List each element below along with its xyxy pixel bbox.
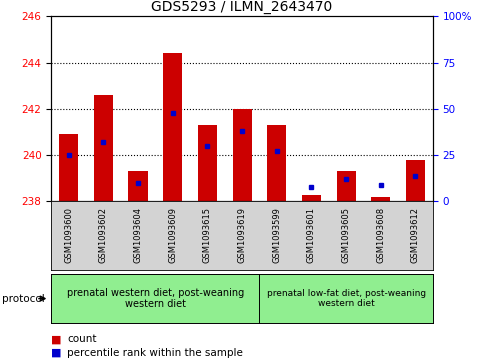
Text: ■: ■ [51,348,61,358]
Text: GSM1093619: GSM1093619 [237,207,246,263]
Text: GSM1093602: GSM1093602 [99,207,108,263]
Text: GSM1093609: GSM1093609 [168,207,177,263]
Text: GSM1093600: GSM1093600 [64,207,73,263]
Text: GSM1093615: GSM1093615 [203,207,211,263]
Text: GSM1093608: GSM1093608 [375,207,385,263]
Bar [370,197,389,201]
Bar [59,134,78,201]
Bar [163,53,182,201]
Text: ■: ■ [51,334,61,344]
Text: count: count [67,334,96,344]
Text: percentile rank within the sample: percentile rank within the sample [67,348,243,358]
Text: prenatal western diet, post-weaning
western diet: prenatal western diet, post-weaning west… [66,288,244,309]
Bar [128,171,147,201]
Bar [405,160,424,201]
Text: GSM1093599: GSM1093599 [272,207,281,263]
Bar [266,125,285,201]
Bar [301,195,320,201]
Text: GSM1093612: GSM1093612 [410,207,419,263]
Text: prenatal low-fat diet, post-weaning
western diet: prenatal low-fat diet, post-weaning west… [266,289,425,308]
Text: GSM1093605: GSM1093605 [341,207,350,263]
Bar [198,125,217,201]
Bar [94,95,113,201]
Title: GDS5293 / ILMN_2643470: GDS5293 / ILMN_2643470 [151,0,332,14]
Text: protocol: protocol [2,294,45,303]
Bar [232,109,251,201]
Text: GSM1093601: GSM1093601 [306,207,315,263]
Text: GSM1093604: GSM1093604 [133,207,142,263]
Bar [336,171,355,201]
